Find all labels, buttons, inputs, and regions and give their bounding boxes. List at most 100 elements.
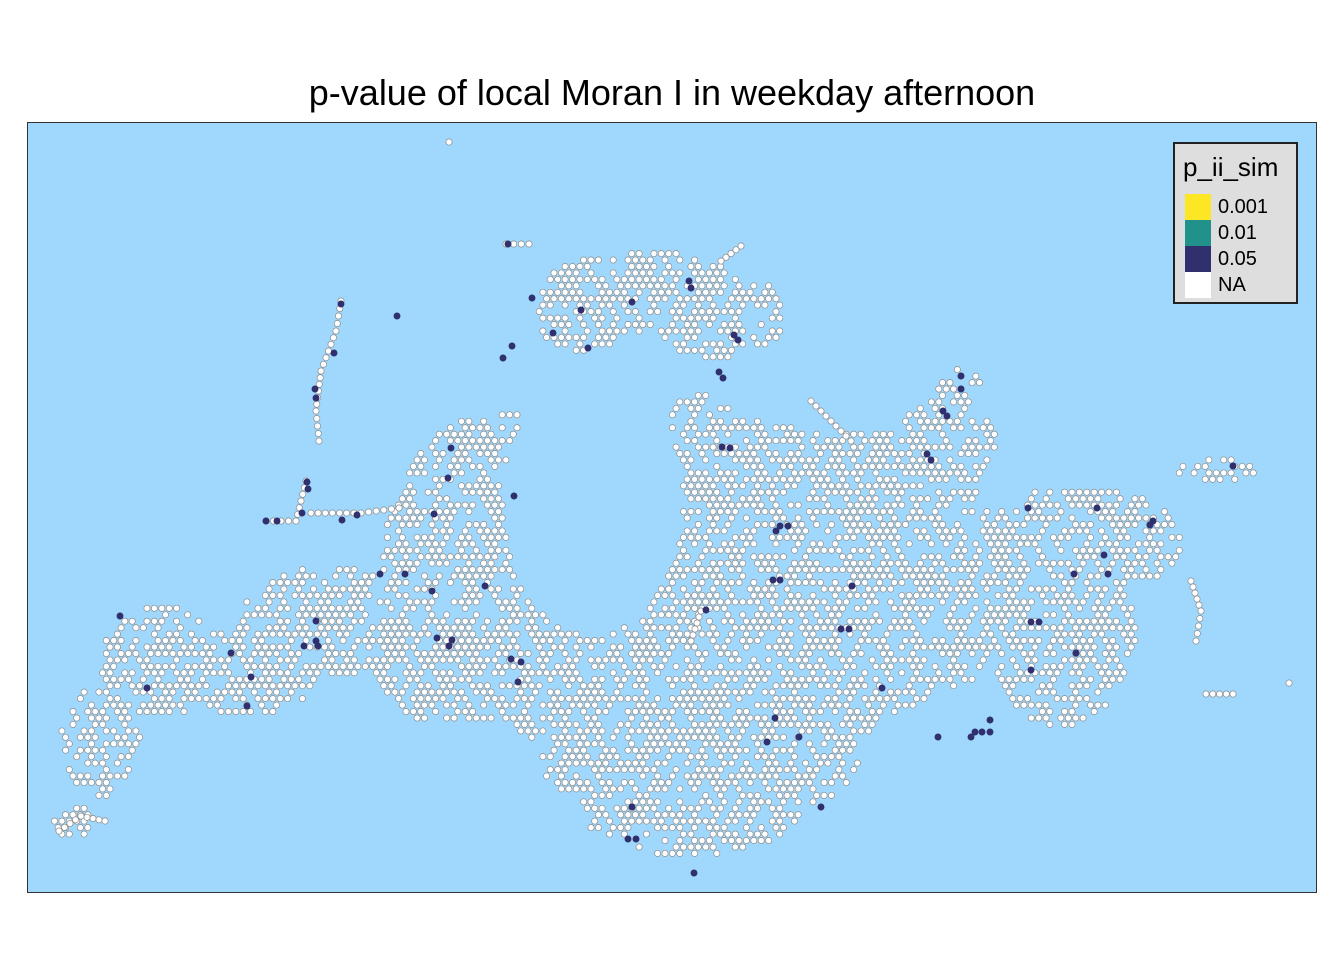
hex-cell	[831, 682, 839, 690]
hex-cell	[683, 566, 691, 574]
hex-cell	[1057, 559, 1065, 567]
hex-cell	[324, 611, 332, 619]
hex-cell	[476, 566, 484, 574]
hex-cell	[1064, 495, 1072, 503]
hex-cell	[942, 501, 950, 509]
hex-cell	[972, 372, 980, 380]
hex-cell	[779, 720, 787, 728]
hex-cell	[572, 282, 580, 290]
hex-cell	[635, 314, 643, 322]
hex-cell	[480, 533, 488, 541]
hex-cell	[920, 437, 928, 445]
hex-cell	[865, 714, 872, 722]
hex-cell	[265, 662, 273, 670]
hex-cell	[543, 656, 551, 664]
hex-cell	[402, 643, 410, 651]
hex-cell	[454, 630, 462, 638]
hex-cell	[624, 321, 632, 328]
hex-cell	[1094, 495, 1102, 503]
hex-cell	[572, 333, 580, 341]
hex-cell	[883, 475, 891, 483]
hex-cell	[1124, 624, 1131, 632]
hex-cell	[791, 740, 798, 748]
hex-cell	[847, 437, 855, 445]
hex-cell	[802, 682, 810, 690]
hex-cell	[1016, 643, 1024, 651]
hex-cell	[609, 321, 617, 328]
hex-cell	[779, 630, 787, 638]
hex-cell	[520, 669, 528, 677]
hex-grid-map[interactable]	[28, 123, 1317, 893]
hex-cell	[791, 675, 798, 683]
hex-cell	[498, 514, 506, 522]
hex-cell	[705, 669, 713, 677]
hex-cell	[51, 817, 58, 825]
hex-cell	[254, 643, 262, 651]
hex-cell	[591, 740, 599, 748]
hex-cell	[720, 450, 728, 457]
hex-cell	[476, 591, 484, 599]
hex-cell	[953, 366, 961, 374]
hex-cell	[776, 314, 784, 322]
hex-cell	[276, 579, 284, 586]
hex-cell	[117, 701, 125, 709]
hex-cell	[1046, 682, 1054, 690]
hex-cell	[1105, 643, 1113, 651]
hex-cell	[554, 688, 562, 696]
hex-cell	[369, 572, 377, 580]
hex-cell	[694, 288, 702, 296]
hex-cell	[972, 540, 980, 548]
hex-cell	[509, 598, 517, 606]
hex-cell	[565, 720, 573, 728]
hex-cell	[750, 501, 758, 509]
hex-cell	[698, 720, 706, 728]
hex-cell	[942, 540, 950, 548]
hex-cell	[295, 585, 303, 593]
hex-cell	[1005, 546, 1013, 554]
hex-cell	[543, 630, 551, 638]
hex-cell	[472, 521, 480, 528]
hex-cell	[776, 779, 784, 786]
hex-cell	[398, 688, 406, 696]
hex-cell	[402, 501, 410, 509]
hex-cell	[765, 450, 773, 457]
hex-cell	[994, 604, 1002, 612]
hex-cell	[909, 469, 917, 477]
hex-cell	[1046, 514, 1054, 522]
hex-cell	[850, 508, 858, 516]
hex-cell	[680, 546, 687, 554]
hex-cell	[546, 675, 554, 683]
hex-cell	[809, 785, 817, 793]
hex-cell	[1042, 688, 1050, 696]
hex-cell	[739, 637, 747, 644]
hex-cell	[1094, 611, 1102, 619]
hex-cell	[802, 720, 810, 728]
hex-cell	[602, 282, 610, 290]
hex-cell	[565, 733, 573, 741]
hex-cell	[916, 404, 924, 412]
hex-cell	[957, 411, 965, 419]
legend-title: p_ii_sim	[1183, 152, 1279, 182]
legend-swatch-yellow	[1185, 194, 1211, 220]
hex-cell	[983, 650, 991, 657]
hex-cell-significant	[314, 642, 322, 650]
hex-cell	[976, 637, 983, 644]
hex-cell	[961, 585, 969, 593]
hex-cell	[687, 598, 695, 606]
hex-cell	[694, 727, 702, 735]
hex-cell	[724, 353, 732, 361]
hex-cell	[391, 637, 399, 644]
hex-cell	[772, 295, 780, 303]
map-panel[interactable]	[27, 122, 1317, 893]
hex-cell	[713, 269, 721, 277]
hex-cell	[298, 669, 306, 677]
hex-cell	[350, 566, 358, 574]
hex-cell	[1112, 527, 1120, 535]
hex-cell	[417, 656, 425, 664]
hex-cell	[376, 624, 384, 632]
hex-cell	[1101, 585, 1109, 593]
hex-cell	[298, 630, 306, 638]
hex-cell	[1112, 591, 1120, 599]
hex-cell	[298, 682, 306, 690]
hex-cell	[683, 424, 691, 432]
